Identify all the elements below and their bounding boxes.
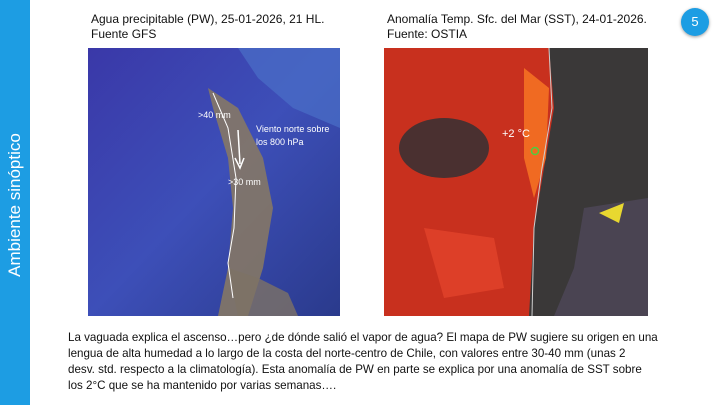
text-line: La vaguada explica el ascenso…pero ¿de d… bbox=[68, 331, 658, 344]
coastline bbox=[212, 92, 237, 299]
neutral-area bbox=[399, 118, 489, 178]
title-line: Fuente: OSTIA bbox=[387, 27, 468, 41]
text-line: lengua de alta humedad a lo largo de la … bbox=[68, 347, 626, 360]
location-marker bbox=[530, 146, 540, 156]
title-line: Anomalía Temp. Sfc. del Mar (SST), 24-01… bbox=[387, 12, 647, 26]
text-line: desv. std. respecto a la climatología). … bbox=[68, 363, 642, 376]
sst-map: +2 °C bbox=[384, 48, 648, 316]
moisture-tongue bbox=[208, 88, 273, 316]
annotation: >30 mm bbox=[228, 177, 261, 187]
body-text: La vaguada explica el ascenso…pero ¿de d… bbox=[68, 330, 658, 394]
mixed-anomaly bbox=[554, 198, 648, 316]
title-line: Fuente GFS bbox=[91, 27, 157, 41]
annotation: >40 mm bbox=[198, 110, 231, 120]
sidebar bbox=[0, 0, 30, 405]
title-line: Agua precipitable (PW), 25-01-2026, 21 H… bbox=[91, 12, 325, 26]
right-title: Anomalía Temp. Sfc. del Mar (SST), 24-01… bbox=[387, 12, 647, 42]
hot-spot bbox=[599, 203, 624, 223]
annotation: los 800 hPa bbox=[256, 137, 304, 147]
warm-anomaly bbox=[384, 48, 554, 316]
page-number: 5 bbox=[681, 8, 709, 36]
arrow bbox=[237, 129, 241, 165]
moisture-area bbox=[238, 48, 340, 128]
annotation: Viento norte sobre bbox=[256, 124, 329, 134]
annotation: +2 °C bbox=[502, 128, 530, 140]
sidebar-title: Ambiente sinóptico bbox=[5, 133, 24, 277]
warm-anomaly bbox=[424, 228, 504, 298]
pw-map: >40 mm Viento norte sobre los 800 hPa >3… bbox=[88, 48, 340, 316]
land bbox=[228, 268, 298, 316]
coastline bbox=[531, 48, 553, 316]
left-title: Agua precipitable (PW), 25-01-2026, 21 H… bbox=[91, 12, 324, 42]
arrow-head bbox=[234, 157, 245, 170]
text-line: los 2°C que se ha mantenido por varias s… bbox=[68, 379, 337, 392]
